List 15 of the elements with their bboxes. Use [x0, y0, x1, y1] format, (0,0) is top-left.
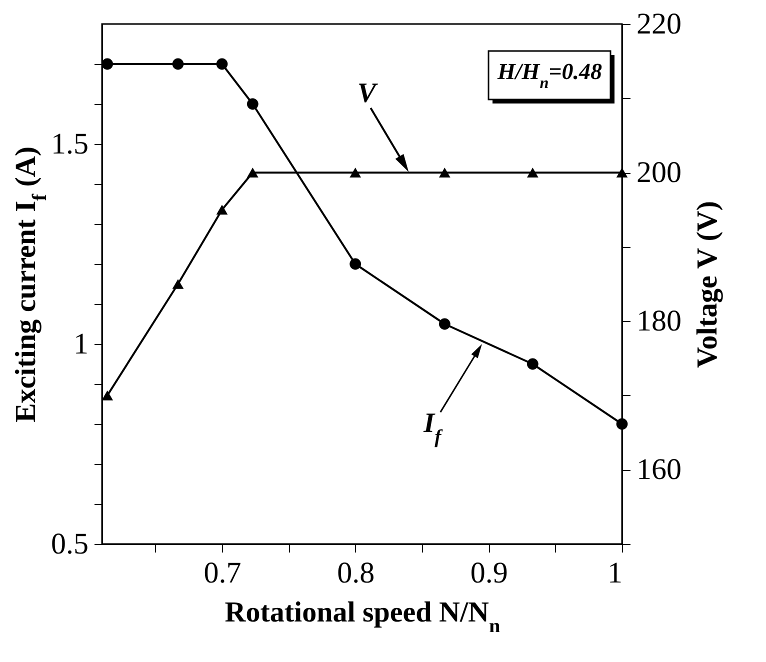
annotation: H/H$_{n}$=0.48: [496, 59, 602, 92]
y-tick-label: 1.5: [51, 128, 88, 160]
x-tick-label: 0.7: [204, 556, 242, 590]
y2-tick-label: 160: [636, 453, 682, 486]
x-tick-label: 1: [608, 556, 622, 590]
annotation: I$_{f}$: [422, 408, 444, 448]
y2-tick-label: 180: [636, 304, 682, 338]
y-tick-label: 0.5: [51, 528, 88, 560]
x-tick-label: 0.9: [470, 556, 508, 590]
y2-tick-label: 200: [636, 156, 682, 190]
y2-tick-label: 220: [636, 8, 682, 40]
y-tick-label: 1: [74, 328, 88, 360]
y2-axis-title: Voltage V (V): [692, 200, 724, 368]
annotation: V: [357, 78, 378, 109]
x-tick-label: 0.8: [337, 556, 375, 590]
